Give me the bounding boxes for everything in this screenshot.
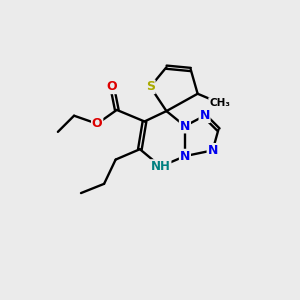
Text: N: N	[180, 120, 190, 133]
Text: O: O	[92, 117, 103, 130]
Text: S: S	[146, 80, 155, 93]
Text: CH₃: CH₃	[209, 98, 230, 108]
Text: N: N	[208, 144, 218, 157]
Text: N: N	[180, 150, 190, 163]
Text: O: O	[107, 80, 118, 93]
Text: N: N	[200, 109, 210, 122]
Text: NH: NH	[151, 160, 171, 173]
